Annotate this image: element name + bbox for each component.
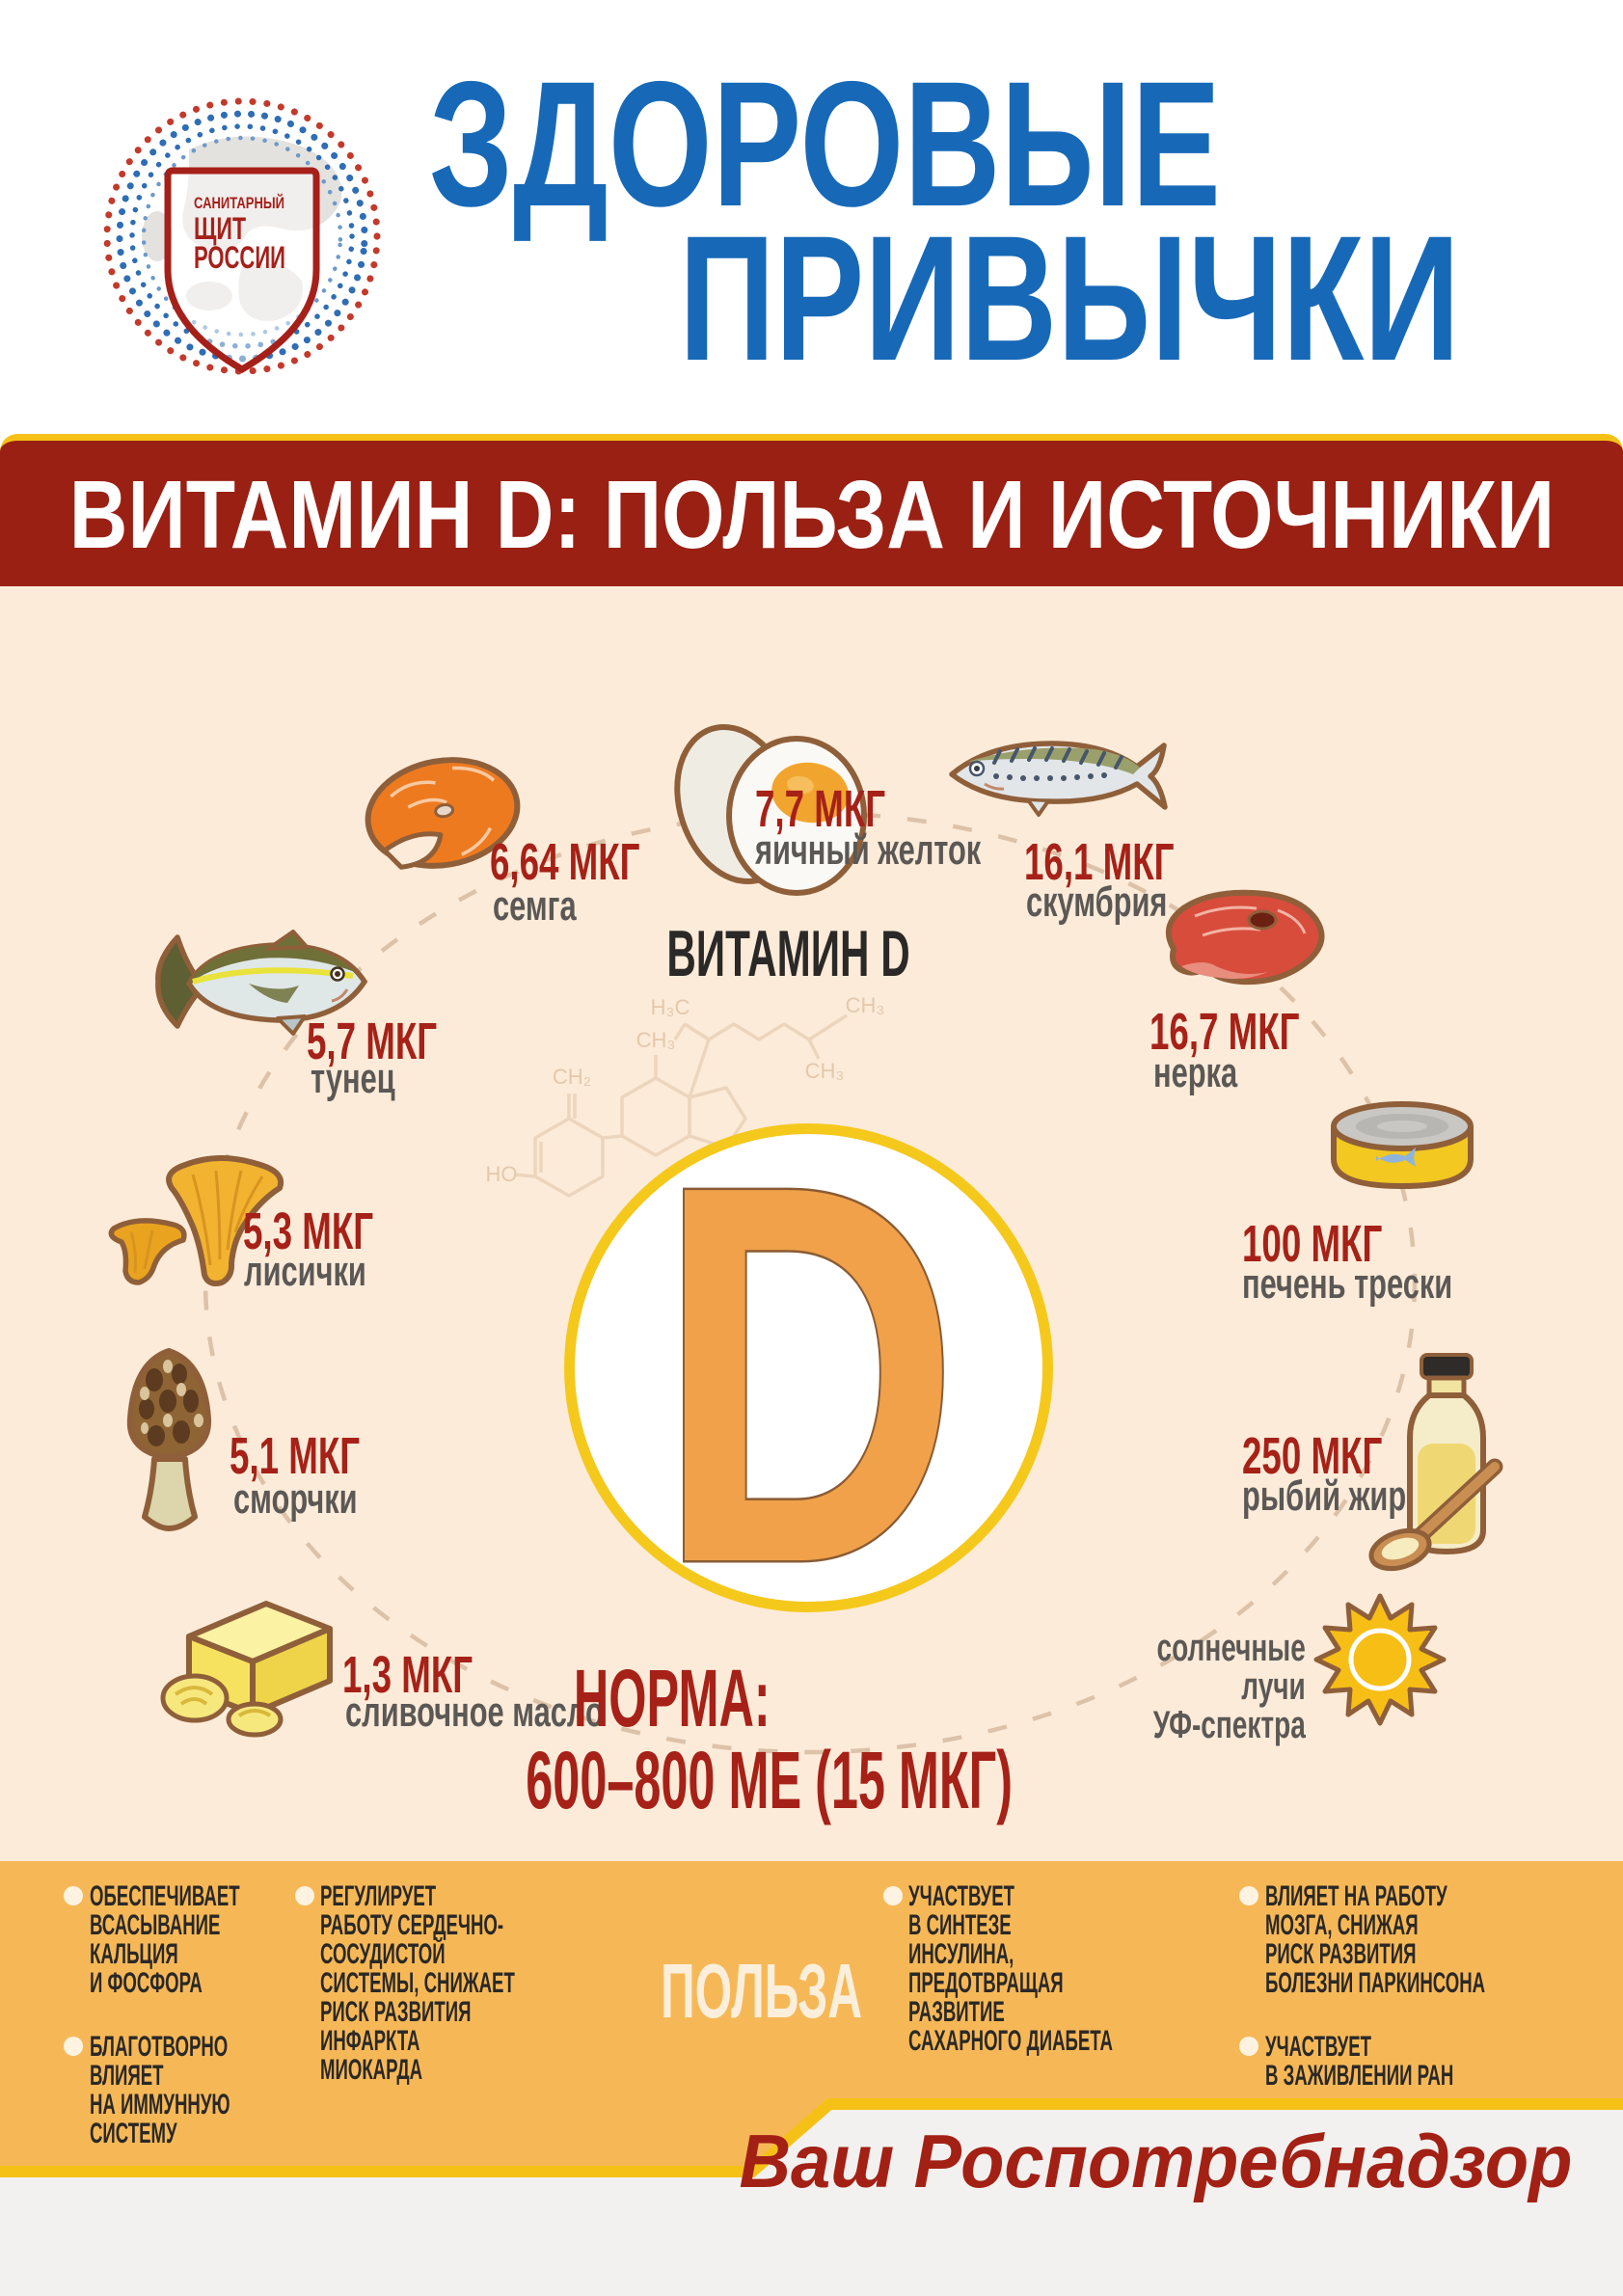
- mackerel-icon: [949, 741, 1168, 817]
- source-value: 100 МКГ: [1242, 1215, 1383, 1273]
- benefit-bullet: [1239, 1886, 1258, 1905]
- logo-shield-text-3: РОССИИ: [194, 240, 285, 275]
- norm-label: НОРМА:: [574, 1653, 771, 1743]
- source-value: 1,3 МКГ: [342, 1646, 473, 1704]
- chem-label-ch3-top: CH₃: [636, 1028, 676, 1052]
- vitamin-d-heading: ВИТАМИН D: [665, 917, 910, 990]
- poster-title-line1: ЗДОРОВЫЕ: [429, 45, 1221, 244]
- chem-label-ch2: CH₂: [553, 1065, 591, 1089]
- source-value: 5,7 МКГ: [307, 1013, 438, 1070]
- source-value: 16,7 МКГ: [1150, 1003, 1300, 1061]
- source-name: печень трески: [1242, 1260, 1453, 1308]
- chem-label-ch3-right: CH₃: [846, 993, 885, 1017]
- banner-title: ВИТАМИН D: ПОЛЬЗА И ИСТОЧНИКИ: [68, 460, 1555, 569]
- source-value: 16,1 МКГ: [1024, 833, 1175, 891]
- source-name: нерка: [1153, 1049, 1238, 1096]
- cod-liver-can-icon: [1331, 1101, 1474, 1190]
- chem-label-ch3-mid: CH₃: [805, 1059, 845, 1083]
- source-name: тунец: [311, 1055, 395, 1102]
- svg-text:D: D: [657, 1134, 960, 1602]
- dashed-circle-icon: [203, 810, 1418, 1755]
- source-name: семга: [493, 882, 577, 930]
- sun-icon: [1313, 1593, 1447, 1726]
- banner: ВИТАМИН D: ПОЛЬЗА И ИСТОЧНИКИ: [0, 434, 1623, 588]
- benefit-item: БЛАГОТВОРНО ВЛИЯЕТ НА ИММУННУЮ СИСТЕМУ: [90, 2031, 230, 2149]
- source-name: сморчки: [233, 1475, 358, 1523]
- tuna-icon: [155, 930, 368, 1036]
- source-name: яичный желток: [755, 826, 982, 874]
- benefits-band: ОБЕСПЕЧИВАЕТ ВСАСЫВАНИЕ КАЛЬЦИЯ И ФОСФОР…: [0, 1861, 1623, 2296]
- source-name: сливочное масло: [345, 1688, 604, 1736]
- logo-shield-text-1: САНИТАРНЫЙ: [194, 194, 284, 212]
- chem-label-ho: HO: [486, 1162, 518, 1186]
- main-diagram: H₃C CH₃ CH₃ CH₃ CH₂ HO ВИТАМИН D: [0, 586, 1623, 1861]
- butter-icon: [160, 1601, 333, 1738]
- salmon-steak-icon: [365, 757, 521, 870]
- chem-label-h3c: H₃C: [651, 995, 690, 1019]
- benefit-item: РЕГУЛИРУЕТ РАБОТУ СЕРДЕЧНО- СОСУДИСТОЙ С…: [320, 1880, 515, 2086]
- sun-label: солнечные лучи УФ-спектра: [1152, 1627, 1306, 1746]
- poster-title-line2: ПРИВЫЧКИ: [679, 200, 1460, 398]
- vitamin-d-circle: D: [564, 1072, 1053, 1678]
- morel-icon: [126, 1347, 212, 1531]
- benefit-item: ОБЕСПЕЧИВАЕТ ВСАСЫВАНИЕ КАЛЬЦИЯ И ФОСФОР…: [90, 1880, 240, 1999]
- egg-yolk-icon: [674, 723, 867, 896]
- chem-structure-icon: H₃C CH₃ CH₃ CH₃ CH₂ HO: [486, 993, 885, 1198]
- benefit-bullet: [1239, 2037, 1258, 2056]
- source-value: 5,3 МКГ: [243, 1202, 374, 1260]
- sanitary-shield-logo-icon: САНИТАРНЫЙ ЩИТ РОССИИ: [103, 97, 381, 375]
- vitamin-d-letter: D: [655, 1072, 962, 1678]
- benefit-bullet: [64, 1886, 83, 1905]
- source-name: лисички: [244, 1248, 366, 1295]
- benefit-item: УЧАСТВУЕТ В СИНТЕЗЕ ИНСУЛИНА, ПРЕДОТВРАЩ…: [908, 1880, 1113, 2057]
- benefit-bullet: [64, 2037, 83, 2056]
- logo-shield-text-2: ЩИТ: [194, 211, 246, 246]
- logo-globe-icon: [142, 136, 342, 321]
- source-value: 6,64 МКГ: [490, 833, 640, 891]
- benefit-item: УЧАСТВУЕТ В ЗАЖИВЛЕНИИ РАН: [1265, 2031, 1454, 2092]
- benefit-bullet: [883, 1886, 903, 1905]
- source-value: 5,1 МКГ: [230, 1427, 361, 1485]
- benefit-bullet: [295, 1886, 314, 1905]
- source-name: скумбрия: [1026, 878, 1168, 926]
- norm-value: 600–800 МЕ (15 МКГ): [526, 1735, 1014, 1825]
- logo-shield-icon: [164, 167, 320, 374]
- footer-signature: Ваш Роспотребнадзор: [739, 2119, 1572, 2203]
- sockeye-steak-icon: [1165, 889, 1325, 986]
- benefits-band-shape: [0, 1861, 1623, 2177]
- chanterelle-icon: [108, 1155, 284, 1286]
- benefits-heading: ПОЛЬЗА: [661, 1948, 863, 2034]
- benefit-item: ВЛИЯЕТ НА РАБОТУ МОЗГА, СНИЖАЯ РИСК РАЗВ…: [1265, 1880, 1486, 1999]
- source-value: 7,7 МКГ: [755, 780, 886, 838]
- source-value: 250 МКГ: [1242, 1427, 1383, 1485]
- fish-oil-bottle-icon: [1368, 1353, 1503, 1572]
- header: САНИТАРНЫЙ ЩИТ РОССИИ ЗДОРОВЫЕ ПРИВЫЧКИ: [0, 0, 1623, 436]
- source-name: рыбий жир: [1242, 1472, 1407, 1520]
